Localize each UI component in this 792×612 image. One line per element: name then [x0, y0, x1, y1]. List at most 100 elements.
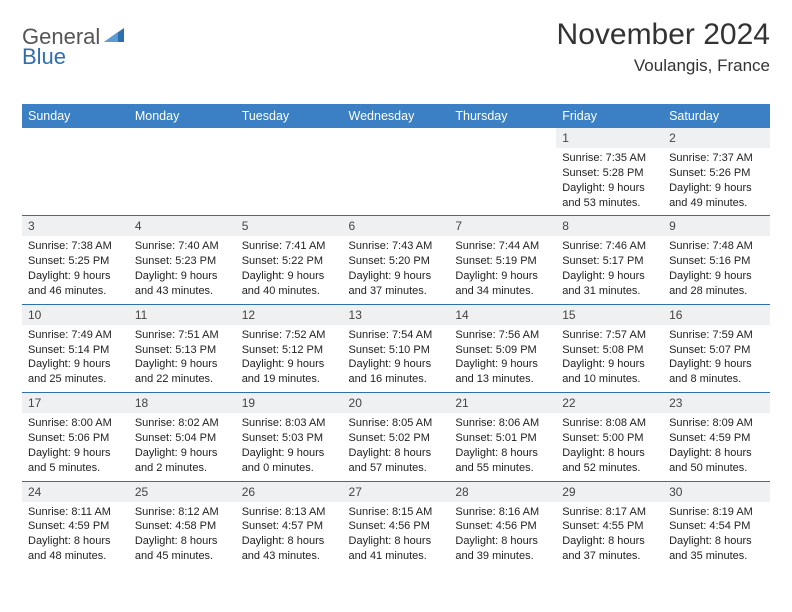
calendar-cell-daynum — [343, 128, 450, 148]
day-number: 9 — [663, 216, 770, 236]
calendar-cell-info: Sunrise: 8:03 AMSunset: 5:03 PMDaylight:… — [236, 413, 343, 481]
day-info: Sunrise: 7:52 AMSunset: 5:12 PMDaylight:… — [236, 325, 343, 392]
day-header: Tuesday — [236, 104, 343, 128]
calendar-cell-daynum: 6 — [343, 216, 450, 237]
day-number: 29 — [556, 482, 663, 502]
calendar-cell-daynum: 10 — [22, 304, 129, 325]
calendar-cell-info: Sunrise: 7:57 AMSunset: 5:08 PMDaylight:… — [556, 325, 663, 393]
calendar-cell-info: Sunrise: 8:08 AMSunset: 5:00 PMDaylight:… — [556, 413, 663, 481]
calendar-cell-info — [236, 148, 343, 216]
day-number: 2 — [663, 128, 770, 148]
day-info: Sunrise: 8:16 AMSunset: 4:56 PMDaylight:… — [449, 502, 556, 569]
day-info: Sunrise: 8:03 AMSunset: 5:03 PMDaylight:… — [236, 413, 343, 480]
day-number: 18 — [129, 393, 236, 413]
calendar-cell-daynum: 14 — [449, 304, 556, 325]
calendar-cell-daynum: 20 — [343, 393, 450, 414]
day-number — [343, 128, 450, 148]
day-info: Sunrise: 7:57 AMSunset: 5:08 PMDaylight:… — [556, 325, 663, 392]
logo-blue-wrapper: Blue — [22, 44, 66, 70]
calendar-cell-info: Sunrise: 7:35 AMSunset: 5:28 PMDaylight:… — [556, 148, 663, 216]
day-info: Sunrise: 7:49 AMSunset: 5:14 PMDaylight:… — [22, 325, 129, 392]
day-info: Sunrise: 8:08 AMSunset: 5:00 PMDaylight:… — [556, 413, 663, 480]
calendar-cell-info: Sunrise: 8:17 AMSunset: 4:55 PMDaylight:… — [556, 502, 663, 569]
calendar-cell-info: Sunrise: 7:37 AMSunset: 5:26 PMDaylight:… — [663, 148, 770, 216]
calendar-cell-info: Sunrise: 8:15 AMSunset: 4:56 PMDaylight:… — [343, 502, 450, 569]
day-number: 4 — [129, 216, 236, 236]
day-header: Saturday — [663, 104, 770, 128]
day-info: Sunrise: 7:51 AMSunset: 5:13 PMDaylight:… — [129, 325, 236, 392]
day-info: Sunrise: 8:05 AMSunset: 5:02 PMDaylight:… — [343, 413, 450, 480]
calendar-cell-info: Sunrise: 7:38 AMSunset: 5:25 PMDaylight:… — [22, 236, 129, 304]
logo-text-part2: Blue — [22, 44, 66, 69]
day-info: Sunrise: 8:12 AMSunset: 4:58 PMDaylight:… — [129, 502, 236, 569]
calendar-cell-info: Sunrise: 7:54 AMSunset: 5:10 PMDaylight:… — [343, 325, 450, 393]
day-info: Sunrise: 8:11 AMSunset: 4:59 PMDaylight:… — [22, 502, 129, 569]
calendar-cell-info: Sunrise: 7:49 AMSunset: 5:14 PMDaylight:… — [22, 325, 129, 393]
calendar-cell-daynum: 24 — [22, 481, 129, 502]
day-number — [22, 128, 129, 148]
location-label: Voulangis, France — [557, 56, 770, 76]
calendar-cell-daynum: 7 — [449, 216, 556, 237]
calendar-page: General November 2024 Voulangis, France … — [0, 0, 792, 612]
day-number: 19 — [236, 393, 343, 413]
calendar-cell-daynum: 23 — [663, 393, 770, 414]
day-info: Sunrise: 7:48 AMSunset: 5:16 PMDaylight:… — [663, 236, 770, 303]
day-number: 16 — [663, 305, 770, 325]
day-number: 8 — [556, 216, 663, 236]
calendar-cell-info: Sunrise: 7:43 AMSunset: 5:20 PMDaylight:… — [343, 236, 450, 304]
day-info — [129, 148, 236, 208]
calendar-cell-daynum: 16 — [663, 304, 770, 325]
day-number: 10 — [22, 305, 129, 325]
calendar-cell-daynum: 3 — [22, 216, 129, 237]
calendar-cell-daynum: 8 — [556, 216, 663, 237]
day-info: Sunrise: 7:38 AMSunset: 5:25 PMDaylight:… — [22, 236, 129, 303]
day-info: Sunrise: 8:00 AMSunset: 5:06 PMDaylight:… — [22, 413, 129, 480]
day-info — [449, 148, 556, 208]
logo-triangle-icon — [104, 26, 126, 49]
calendar-cell-info: Sunrise: 7:48 AMSunset: 5:16 PMDaylight:… — [663, 236, 770, 304]
calendar-cell-daynum: 19 — [236, 393, 343, 414]
day-info — [343, 148, 450, 208]
calendar-cell-info: Sunrise: 7:52 AMSunset: 5:12 PMDaylight:… — [236, 325, 343, 393]
day-info: Sunrise: 8:13 AMSunset: 4:57 PMDaylight:… — [236, 502, 343, 569]
calendar-table: SundayMondayTuesdayWednesdayThursdayFrid… — [22, 104, 770, 569]
calendar-cell-info — [343, 148, 450, 216]
calendar-cell-daynum: 18 — [129, 393, 236, 414]
calendar-cell-daynum: 12 — [236, 304, 343, 325]
day-number: 3 — [22, 216, 129, 236]
calendar-header-row: SundayMondayTuesdayWednesdayThursdayFrid… — [22, 104, 770, 128]
calendar-cell-info: Sunrise: 7:56 AMSunset: 5:09 PMDaylight:… — [449, 325, 556, 393]
day-number: 21 — [449, 393, 556, 413]
day-info: Sunrise: 7:54 AMSunset: 5:10 PMDaylight:… — [343, 325, 450, 392]
calendar-cell-daynum — [449, 128, 556, 148]
day-info: Sunrise: 7:44 AMSunset: 5:19 PMDaylight:… — [449, 236, 556, 303]
calendar-cell-info — [129, 148, 236, 216]
calendar-cell-daynum: 28 — [449, 481, 556, 502]
day-header: Sunday — [22, 104, 129, 128]
day-number: 30 — [663, 482, 770, 502]
day-info: Sunrise: 8:02 AMSunset: 5:04 PMDaylight:… — [129, 413, 236, 480]
calendar-cell-info: Sunrise: 8:13 AMSunset: 4:57 PMDaylight:… — [236, 502, 343, 569]
day-info — [236, 148, 343, 208]
calendar-cell-info: Sunrise: 8:16 AMSunset: 4:56 PMDaylight:… — [449, 502, 556, 569]
day-header: Monday — [129, 104, 236, 128]
calendar-cell-daynum: 26 — [236, 481, 343, 502]
calendar-cell-info: Sunrise: 8:06 AMSunset: 5:01 PMDaylight:… — [449, 413, 556, 481]
day-number: 17 — [22, 393, 129, 413]
calendar-cell-daynum: 15 — [556, 304, 663, 325]
calendar-cell-info: Sunrise: 7:59 AMSunset: 5:07 PMDaylight:… — [663, 325, 770, 393]
day-info: Sunrise: 7:59 AMSunset: 5:07 PMDaylight:… — [663, 325, 770, 392]
calendar-cell-info: Sunrise: 7:46 AMSunset: 5:17 PMDaylight:… — [556, 236, 663, 304]
calendar-cell-info: Sunrise: 7:41 AMSunset: 5:22 PMDaylight:… — [236, 236, 343, 304]
day-number: 26 — [236, 482, 343, 502]
day-header: Friday — [556, 104, 663, 128]
day-number: 12 — [236, 305, 343, 325]
day-number: 27 — [343, 482, 450, 502]
day-info: Sunrise: 7:35 AMSunset: 5:28 PMDaylight:… — [556, 148, 663, 215]
calendar-cell-daynum: 1 — [556, 128, 663, 148]
title-block: November 2024 Voulangis, France — [557, 18, 770, 76]
calendar-cell-daynum: 9 — [663, 216, 770, 237]
day-number: 5 — [236, 216, 343, 236]
calendar-cell-info: Sunrise: 8:00 AMSunset: 5:06 PMDaylight:… — [22, 413, 129, 481]
calendar-cell-daynum: 30 — [663, 481, 770, 502]
